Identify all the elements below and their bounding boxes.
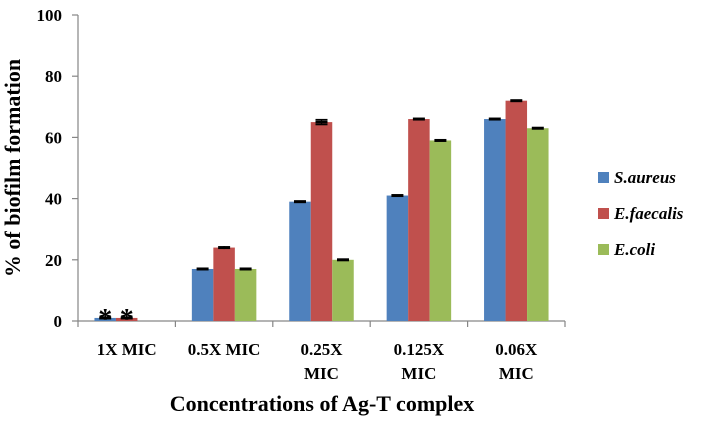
error-bar-cap (531, 126, 544, 130)
bar-e-faecalis (310, 122, 333, 321)
significance-asterisk: * (98, 304, 112, 335)
error-bar-cap (196, 267, 209, 271)
error-bar-cap (294, 200, 306, 204)
y-tick-label: 40 (45, 190, 62, 209)
error-bar-cap (434, 138, 447, 142)
error-bar-cap (510, 99, 523, 103)
bar-e-coli (527, 128, 549, 321)
legend-label: E.faecalis (613, 204, 684, 223)
error-bar-cap (239, 267, 252, 271)
bar-s-aureus (484, 119, 506, 321)
axes: 0 20 40 60 80 100 (37, 6, 566, 331)
legend: S.aureus E.faecalis E.coli (598, 168, 684, 259)
bars: * * (94, 99, 549, 335)
y-tick-label: 100 (37, 6, 63, 25)
x-axis-label: Concentrations of Ag-T complex (170, 391, 475, 416)
bar-e-coli (234, 268, 257, 321)
legend-swatch (598, 244, 609, 255)
error-bar-cap (120, 316, 133, 320)
legend-item: S.aureus (598, 168, 676, 187)
bar-e-faecalis (505, 100, 528, 322)
x-tick-label: 0.5X MIC (188, 340, 261, 359)
x-tick-labels: 1X MIC 0.5X MIC 0.25X MIC 0.125X MIC 0.06X MIC (97, 340, 538, 383)
x-tick-label: 0.25X (300, 340, 343, 359)
error-bar-cap (315, 120, 328, 124)
legend-item: E.faecalis (598, 204, 684, 223)
x-tick-label: MIC (304, 364, 339, 383)
x-tick-label: 0.125X (394, 340, 445, 359)
significance-asterisk: * (120, 304, 134, 335)
legend-item: E.coli (598, 240, 655, 259)
y-tick-label: 0 (54, 312, 63, 331)
error-bar-cap (488, 117, 501, 121)
x-tick-label: 0.06X (495, 340, 538, 359)
legend-swatch (598, 208, 609, 219)
y-axis-label: % of biofilm formation (0, 59, 25, 277)
bar-e-coli (429, 140, 452, 321)
error-bar-cap (391, 194, 404, 198)
x-tick-label: 1X MIC (97, 340, 157, 359)
bar-s-aureus (191, 268, 214, 321)
legend-swatch (598, 172, 609, 183)
error-bar-cap (218, 246, 231, 250)
y-axis-label-group: % of biofilm formation (0, 59, 25, 277)
error-bar-cap (412, 117, 425, 121)
x-tick-label: MIC (401, 364, 436, 383)
error-bar-cap (337, 258, 349, 262)
legend-label: E.coli (613, 240, 655, 259)
bar-s-aureus (94, 317, 116, 321)
bar-e-faecalis (408, 119, 430, 321)
error-bar-cap (99, 316, 112, 320)
bar-e-faecalis (213, 247, 235, 321)
legend-label: S.aureus (614, 168, 676, 187)
bar-e-faecalis (115, 317, 138, 321)
y-tick-label: 20 (45, 251, 62, 270)
x-tick-label: MIC (499, 364, 534, 383)
y-tick-label: 80 (45, 67, 62, 86)
y-tick-label: 60 (45, 128, 62, 147)
bar-s-aureus (386, 195, 409, 321)
bar-e-coli (332, 259, 354, 321)
bar-s-aureus (289, 201, 311, 321)
